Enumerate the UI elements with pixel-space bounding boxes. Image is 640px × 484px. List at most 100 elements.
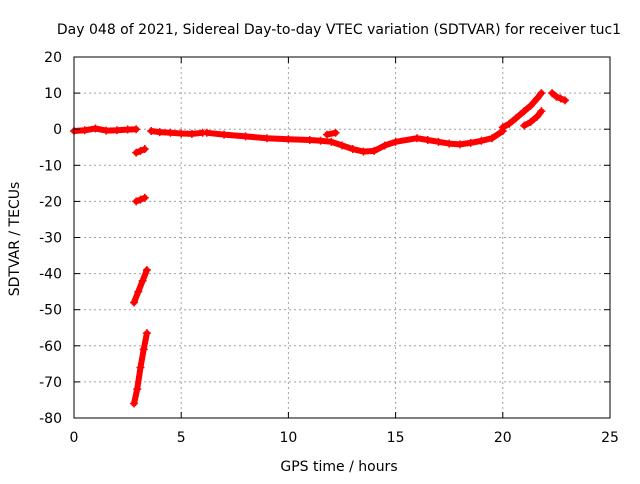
data-point [520,107,529,116]
data-point [138,276,147,285]
data-point [348,145,357,154]
x-tick-label: 15 [387,430,405,446]
data-point [305,136,314,145]
chart-title: Day 048 of 2021, Sidereal Day-to-day VTE… [57,22,621,38]
data-point [262,134,271,143]
data-point [134,287,143,296]
x-tick-label: 25 [601,430,619,446]
y-tick-label: -80 [39,411,62,427]
y-tick-label: -50 [39,303,62,319]
data-point [91,124,100,133]
data-point [130,298,139,307]
data-point [413,134,422,143]
data-point [552,92,561,101]
data-point [316,136,325,145]
data-point [187,129,196,138]
data-point [130,399,139,408]
data-point [445,139,454,148]
data-series [70,89,569,408]
data-point [80,126,89,135]
series-segment [322,128,340,139]
data-point [537,107,546,116]
data-point [220,130,229,139]
x-tick-label: 5 [177,430,186,446]
series-segment [130,329,151,408]
data-point [284,135,293,144]
series-segment [130,265,151,307]
series-segment [132,145,149,157]
data-point [520,121,529,130]
data-point [477,136,486,145]
series-segment [548,89,569,105]
data-point [166,128,175,137]
data-point [140,145,149,154]
y-tick-label: -60 [39,339,62,355]
data-point [147,127,156,136]
series-segment [70,124,141,136]
data-point [331,128,340,137]
x-axis-label: GPS time / hours [280,459,397,475]
series-band [521,108,545,129]
data-point [455,140,464,149]
data-point [327,137,336,146]
data-point [132,125,141,134]
data-point [142,329,151,338]
y-tick-label: 20 [44,50,62,66]
data-point [338,141,346,150]
data-point [511,114,520,123]
data-point [537,89,546,98]
data-point [466,138,475,147]
data-point [488,134,497,143]
y-tick-label: 0 [53,122,62,138]
data-point [133,385,142,394]
y-axis-label: SDTVAR / TECUs [7,182,23,297]
series-segment [498,89,546,132]
data-point [140,193,149,202]
data-point [112,126,121,135]
data-point [136,195,145,204]
y-tick-label: -40 [39,267,62,283]
data-point [322,130,331,139]
grid [74,57,610,418]
data-point [391,137,400,146]
axis-ticks: 0 5 10 15 20 25 20 10 0 -10 -20 -30 -40 -50 -60 -70 -80 [39,50,619,446]
data-point [136,146,145,155]
y-tick-label: -70 [39,375,62,391]
series-segment [520,107,546,130]
data-point [132,148,141,157]
data-point [202,128,211,137]
series-segment [202,127,507,156]
data-point [380,141,389,150]
y-tick-label: -20 [39,194,62,210]
series-segment [132,193,149,206]
data-point [359,147,368,156]
data-point [177,129,186,138]
data-point [142,265,151,274]
series-band [131,267,150,306]
data-point [370,146,379,155]
data-point [533,112,542,121]
data-point [139,345,148,354]
data-point [434,137,443,146]
y-tick-label: -30 [39,231,62,247]
data-point [548,89,557,98]
y-tick-label: 10 [44,86,62,102]
data-point [505,119,514,128]
data-point [423,136,432,145]
data-point [132,197,141,206]
data-point [241,132,250,141]
data-point [526,101,535,110]
data-point [526,117,535,126]
data-point [136,363,145,372]
data-point [533,94,542,103]
y-tick-label: -10 [39,158,62,174]
data-point [498,123,507,132]
data-point [123,125,132,134]
data-point [155,128,164,137]
data-point [560,96,569,105]
series-band [549,90,568,104]
series-segment [147,127,207,138]
x-tick-label: 20 [494,430,512,446]
